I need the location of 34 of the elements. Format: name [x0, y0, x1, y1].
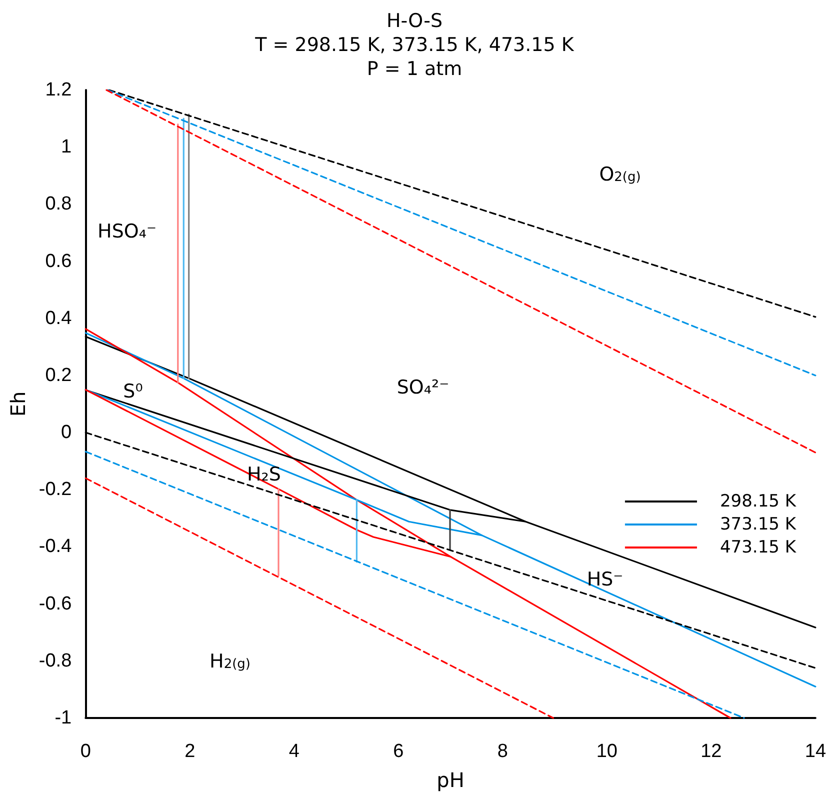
- chart-title: H-O-S: [386, 10, 443, 32]
- y-tick-label: -0.8: [38, 650, 72, 672]
- legend-label: 298.15 K: [720, 492, 797, 512]
- y-tick-label: 0.4: [45, 308, 72, 329]
- y-tick-label: -0.4: [38, 536, 72, 558]
- y-tick-label: 0.6: [45, 250, 72, 272]
- y-tick-label: -0.6: [38, 593, 72, 614]
- x-axis-title: pH: [436, 768, 464, 792]
- x-tick-label: 0: [80, 741, 91, 762]
- x-tick-label: 14: [804, 741, 826, 762]
- y-tick-label: 1.2: [45, 80, 72, 100]
- x-tick-label: 6: [393, 741, 404, 762]
- y-tick-label: 0.2: [45, 364, 72, 386]
- y-tick-label: 0: [61, 422, 72, 444]
- y-tick-label: -0.2: [38, 479, 72, 500]
- chart-subtitle: T = 298.15 K, 373.15 K, 473.15 K P = 1 atm: [254, 34, 574, 80]
- annotation: H₂S: [247, 464, 281, 486]
- annotation: S⁰: [123, 380, 143, 402]
- annotation: SO₄²⁻: [396, 376, 450, 398]
- legend-label: 473.15 K: [720, 538, 797, 558]
- x-tick-label: 10: [596, 741, 618, 762]
- x-tick-label: 4: [288, 741, 300, 762]
- y-tick-label: -1: [54, 708, 72, 728]
- x-tick-label: 8: [497, 741, 508, 762]
- x-tick-label: 12: [700, 741, 722, 762]
- annotation: O2(g): [599, 164, 641, 186]
- annotation: HS⁻: [586, 568, 624, 590]
- annotation: H2(g): [210, 650, 250, 672]
- y-tick-label: 0.8: [45, 194, 72, 215]
- y-axis-title: Eh: [6, 391, 30, 417]
- x-tick-label: 2: [184, 741, 196, 762]
- legend-label: 373.15 K: [720, 514, 797, 534]
- annotation: HSO₄⁻: [98, 220, 156, 242]
- y-tick-label: 1: [61, 136, 72, 158]
